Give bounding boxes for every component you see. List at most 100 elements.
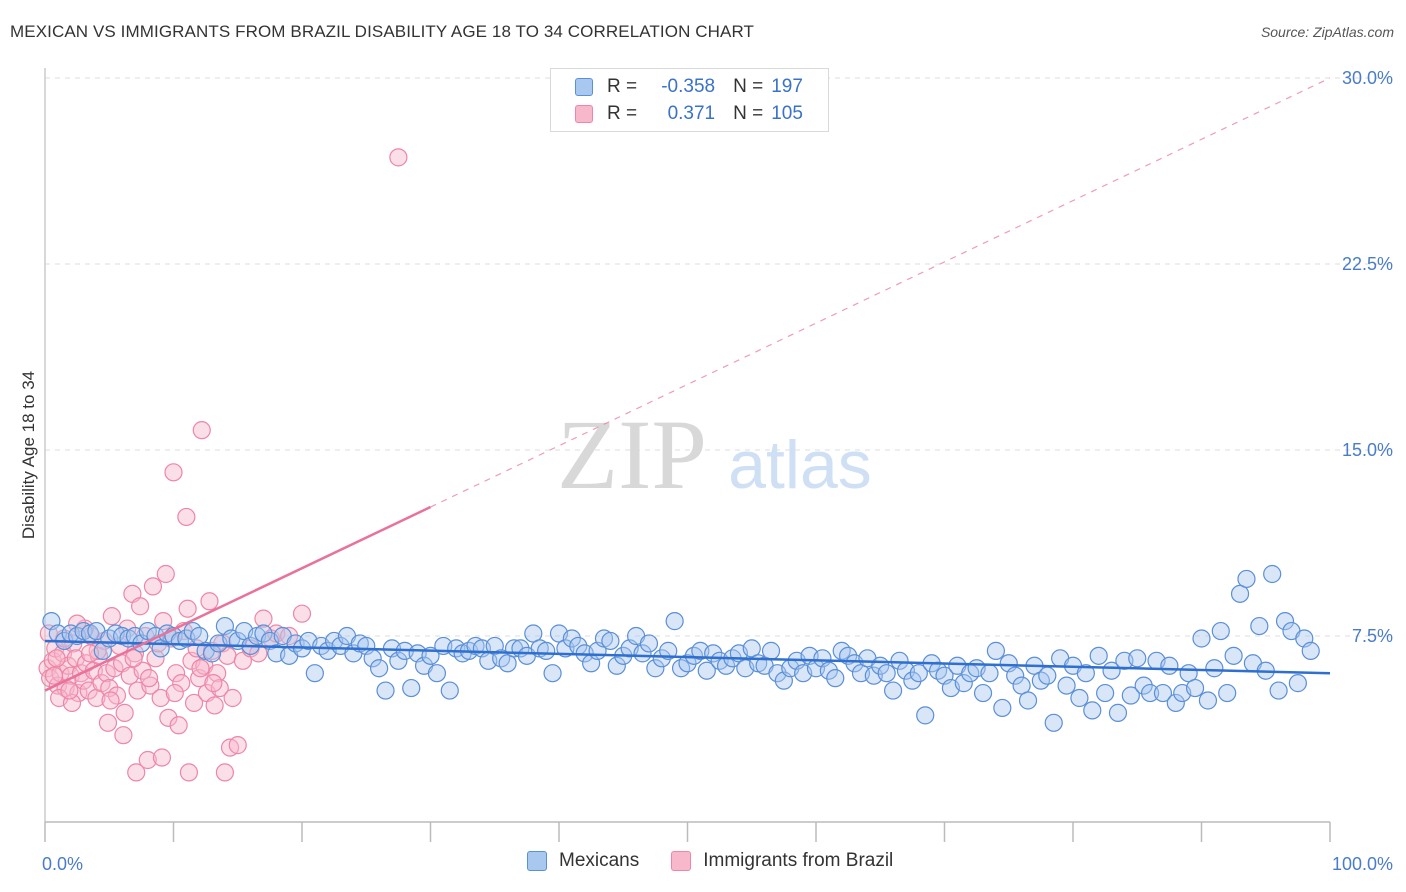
brazil-point bbox=[124, 649, 143, 668]
brazil-point bbox=[156, 564, 175, 584]
brazil-point bbox=[177, 507, 196, 527]
mexican-point bbox=[1198, 691, 1218, 710]
mexican-point bbox=[1018, 691, 1038, 710]
mexican-point bbox=[1140, 683, 1160, 703]
legend-row-brazil: R = 0.371 N = 105 bbox=[575, 102, 803, 126]
r-value: 0.371 bbox=[667, 103, 716, 124]
n-value: 197 bbox=[771, 76, 803, 97]
legend-row-mexicans: R = -0.358 N = 197 bbox=[575, 75, 803, 99]
mexican-point bbox=[916, 706, 935, 725]
mexican-point bbox=[607, 656, 626, 675]
brazil-point bbox=[151, 688, 170, 708]
mexican-point bbox=[1211, 621, 1230, 641]
brazil-point bbox=[139, 669, 159, 688]
brazil-point bbox=[98, 713, 118, 732]
mexican-point bbox=[1166, 693, 1185, 713]
watermark-zip: ZIP bbox=[557, 399, 707, 510]
mexican-point bbox=[639, 634, 659, 653]
brazil-point bbox=[179, 763, 199, 782]
mexican-point bbox=[1038, 666, 1057, 685]
chart-title: MEXICAN VS IMMIGRANTS FROM BRAZIL DISABI… bbox=[10, 22, 755, 41]
brazil-point bbox=[102, 607, 121, 626]
r-value: -0.358 bbox=[661, 76, 716, 97]
brazil-point bbox=[47, 649, 66, 668]
brazil-point bbox=[133, 661, 152, 680]
n-value: 105 bbox=[771, 103, 803, 124]
mexican-point bbox=[1108, 703, 1128, 722]
brazil-legend-label: Immigrants from Brazil bbox=[703, 850, 894, 871]
brazil-point bbox=[184, 693, 204, 713]
mexican-point bbox=[909, 664, 928, 683]
brazil-point bbox=[159, 708, 178, 727]
mexican-point bbox=[1006, 666, 1025, 685]
brazil-point bbox=[192, 421, 211, 440]
gridlines bbox=[45, 77, 1395, 637]
mexican-point bbox=[376, 681, 395, 700]
x-tick-label: 100.0% bbox=[1332, 854, 1393, 874]
brazil-point bbox=[205, 696, 224, 715]
x-tick-label: 0.0% bbox=[42, 854, 83, 874]
mexican-point bbox=[903, 671, 922, 690]
trendlines bbox=[44, 77, 1331, 692]
mexican-point bbox=[1205, 659, 1224, 678]
mexican-point bbox=[601, 631, 620, 651]
mexican-point bbox=[1269, 681, 1288, 700]
brazil-point bbox=[141, 676, 160, 695]
stats-legend: R = -0.358 N = 197 R = 0.371 N = 105 bbox=[550, 68, 829, 132]
brazil-point bbox=[280, 626, 299, 646]
watermark: ZIP atlas bbox=[557, 399, 872, 510]
mexicans-swatch bbox=[575, 78, 593, 96]
r-label: R = bbox=[607, 76, 638, 97]
mexican-point bbox=[1096, 683, 1115, 703]
mexican-point bbox=[389, 651, 408, 670]
mexican-point bbox=[1301, 641, 1320, 660]
brazil-trendline bbox=[44, 505, 432, 692]
y-tick-label: 22.5% bbox=[1342, 254, 1393, 274]
mexican-points bbox=[42, 564, 1320, 732]
brazil-point bbox=[223, 688, 242, 708]
mexican-point bbox=[986, 641, 1006, 660]
y-axis-title: Disability Age 18 to 34 bbox=[19, 371, 38, 539]
brazil-point bbox=[68, 614, 87, 633]
brazil-point bbox=[130, 597, 150, 616]
mexican-point bbox=[1185, 678, 1205, 698]
mexican-point bbox=[665, 612, 684, 631]
mexican-point bbox=[1288, 674, 1307, 693]
mexican-point bbox=[440, 681, 459, 700]
mexican-point bbox=[1250, 616, 1269, 636]
mexican-point bbox=[678, 654, 697, 673]
mexican-point bbox=[1121, 686, 1140, 705]
mexican-point bbox=[1160, 656, 1179, 675]
mexican-point bbox=[826, 669, 845, 688]
brazil-point bbox=[215, 763, 234, 782]
brazil-point bbox=[204, 674, 223, 693]
mexican-point bbox=[1153, 683, 1173, 703]
mexicans-legend-swatch bbox=[527, 851, 547, 871]
mexican-point bbox=[562, 629, 581, 648]
brazil-point bbox=[115, 703, 134, 722]
series-legend: Mexicans Immigrants from Brazil bbox=[527, 850, 925, 872]
brazil-trendline-extended bbox=[430, 77, 1331, 508]
mexican-point bbox=[954, 674, 973, 693]
watermark-atlas: atlas bbox=[728, 427, 872, 503]
y-tick-label: 15.0% bbox=[1342, 440, 1393, 460]
brazil-point bbox=[254, 609, 273, 628]
mexican-point bbox=[1134, 676, 1153, 695]
brazil-point bbox=[208, 664, 227, 683]
source-label: Source: ZipAtlas.com bbox=[1260, 24, 1394, 40]
mexicans-legend-label: Mexicans bbox=[559, 850, 640, 871]
brazil-point bbox=[127, 763, 146, 782]
brazil-point bbox=[292, 604, 312, 623]
legend-item-mexicans[interactable]: Mexicans bbox=[527, 850, 639, 872]
mexican-point bbox=[1275, 612, 1295, 631]
brazil-point bbox=[152, 748, 172, 767]
mexican-point bbox=[973, 683, 993, 703]
brazil-point bbox=[164, 463, 183, 482]
legend-item-brazil[interactable]: Immigrants from Brazil bbox=[671, 850, 893, 872]
mexican-point bbox=[697, 661, 716, 680]
mexican-point bbox=[877, 664, 896, 683]
n-label: N = bbox=[733, 103, 764, 124]
mexican-point bbox=[652, 649, 671, 668]
mexican-point bbox=[993, 698, 1012, 718]
